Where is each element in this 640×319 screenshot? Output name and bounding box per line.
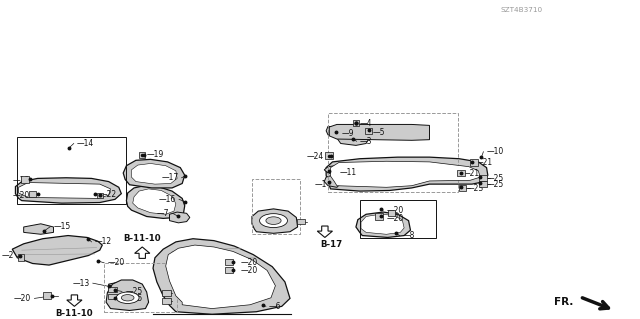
Polygon shape [153, 239, 290, 314]
Text: —20: —20 [387, 206, 404, 215]
Bar [252, 179, 300, 234]
Text: —25: —25 [125, 287, 142, 296]
Bar [328, 113, 458, 192]
Bar [108, 287, 117, 292]
Text: B-11-10: B-11-10 [124, 234, 161, 243]
Text: —2: —2 [2, 251, 14, 260]
Bar [20, 176, 29, 183]
Polygon shape [330, 124, 429, 140]
Bar [17, 137, 127, 204]
Text: —16: —16 [159, 195, 176, 204]
Text: —8: —8 [403, 231, 415, 240]
Text: —7: —7 [157, 209, 170, 218]
Text: —21: —21 [475, 158, 492, 167]
Polygon shape [166, 245, 275, 308]
Text: —5: —5 [372, 128, 385, 137]
Polygon shape [331, 161, 480, 187]
Bar [29, 191, 36, 197]
Bar [458, 170, 465, 176]
Polygon shape [67, 295, 82, 306]
Polygon shape [24, 224, 54, 234]
Text: —14: —14 [77, 139, 94, 148]
Text: —22: —22 [100, 190, 117, 199]
Bar [479, 175, 486, 181]
Text: —12: —12 [95, 237, 112, 246]
Text: —10: —10 [486, 147, 504, 156]
Polygon shape [324, 165, 349, 175]
Text: SZT4B3710: SZT4B3710 [500, 6, 543, 12]
Text: —20: —20 [241, 266, 258, 275]
Bar [470, 160, 477, 166]
Text: B-17: B-17 [320, 240, 342, 249]
Text: —17: —17 [161, 173, 179, 182]
Text: —13: —13 [72, 279, 90, 288]
Bar [297, 219, 305, 225]
Polygon shape [252, 209, 298, 233]
Text: —25: —25 [125, 294, 142, 303]
Text: —25: —25 [486, 174, 504, 183]
Polygon shape [132, 189, 176, 214]
Bar [353, 120, 359, 126]
Bar [97, 193, 102, 198]
Bar [375, 213, 383, 219]
Text: —19: —19 [147, 151, 164, 160]
Bar [459, 185, 467, 191]
Bar [225, 267, 233, 273]
Polygon shape [324, 175, 340, 187]
Text: —15: —15 [54, 222, 71, 231]
Text: —23: —23 [467, 184, 483, 193]
Polygon shape [131, 163, 177, 184]
Bar [108, 294, 117, 299]
Polygon shape [127, 186, 185, 219]
Polygon shape [170, 212, 190, 223]
Polygon shape [326, 157, 488, 191]
Text: —24: —24 [307, 152, 324, 161]
Bar [139, 152, 145, 158]
Polygon shape [134, 247, 150, 258]
Bar [388, 210, 396, 216]
Polygon shape [326, 126, 340, 137]
Bar [18, 254, 24, 261]
Text: —9: —9 [342, 129, 355, 138]
Bar [162, 290, 171, 295]
Polygon shape [106, 280, 148, 310]
Bar [104, 263, 177, 312]
Polygon shape [317, 226, 332, 237]
Text: —1: —1 [314, 180, 327, 189]
Bar [162, 298, 171, 304]
Text: —20: —20 [13, 191, 30, 200]
Text: —4: —4 [360, 119, 372, 128]
Text: —20: —20 [108, 258, 125, 267]
Text: —6: —6 [269, 302, 282, 311]
Text: —25: —25 [486, 180, 504, 189]
Polygon shape [361, 214, 404, 234]
Text: —3: —3 [360, 137, 372, 146]
Bar [479, 181, 486, 187]
Polygon shape [15, 178, 122, 203]
Circle shape [266, 217, 281, 225]
Polygon shape [109, 283, 125, 291]
Polygon shape [19, 182, 111, 198]
Text: —11: —11 [339, 167, 356, 176]
Polygon shape [124, 160, 185, 188]
Polygon shape [337, 132, 369, 145]
Circle shape [116, 292, 139, 303]
Bar [360, 200, 436, 238]
Polygon shape [12, 235, 102, 265]
Text: —20: —20 [241, 258, 258, 267]
Text: —20: —20 [14, 294, 31, 303]
Circle shape [260, 214, 287, 228]
Polygon shape [356, 212, 410, 237]
Bar [225, 259, 233, 265]
Text: B-11-10: B-11-10 [56, 309, 93, 318]
Text: FR.: FR. [554, 297, 573, 307]
Text: —18: —18 [13, 176, 30, 185]
Bar [326, 152, 333, 159]
Bar [44, 293, 51, 299]
Text: —20: —20 [387, 214, 404, 223]
Circle shape [122, 294, 134, 301]
Text: —21: —21 [463, 169, 479, 178]
Bar [365, 128, 372, 134]
